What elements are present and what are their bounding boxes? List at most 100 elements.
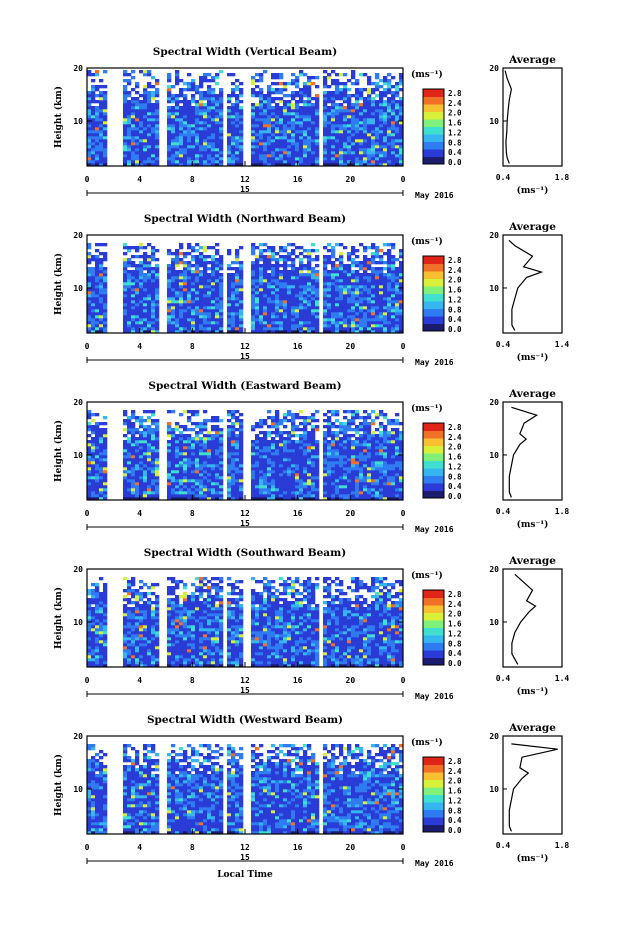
heatmap-cell [235, 273, 240, 277]
heatmap-cell [391, 127, 396, 131]
heatmap-cell [291, 103, 296, 107]
heatmap-cell [339, 258, 344, 262]
heatmap-cell [183, 467, 188, 471]
heatmap-cell [91, 452, 96, 456]
heatmap-cell [367, 88, 372, 92]
heatmap-cell [91, 285, 96, 289]
heatmap-cell [359, 318, 364, 322]
heatmap-cell [303, 276, 308, 280]
heatmap-cell [267, 464, 272, 468]
heatmap-cell [203, 446, 208, 450]
heatmap-cell [375, 291, 380, 295]
heatmap-cell [299, 306, 304, 310]
heatmap-cell [251, 79, 256, 83]
heatmap-cell [175, 434, 180, 438]
heatmap-cell [295, 476, 300, 480]
heatmap-cell [227, 410, 232, 414]
heatmap-cell [343, 106, 348, 110]
heatmap-cell [99, 434, 104, 438]
heatmap-cell [267, 431, 272, 435]
heatmap-cell [151, 309, 156, 313]
heatmap-cell [155, 157, 160, 161]
heatmap-cell [131, 318, 136, 322]
heatmap-cell [251, 449, 256, 453]
heatmap-cell [219, 446, 224, 450]
heatmap-cell [291, 97, 296, 101]
heatmap-cell [291, 440, 296, 444]
heatmap-cell [95, 249, 100, 253]
heatmap-cell [279, 419, 284, 423]
heatmap-cell [183, 324, 188, 328]
heatmap-cell [155, 315, 160, 319]
heatmap-cell [311, 321, 316, 325]
heatmap-cell [283, 151, 288, 155]
heatmap-cell [103, 494, 108, 498]
heatmap-cell [359, 300, 364, 304]
heatmap-cell [195, 470, 200, 474]
heatmap-cell [167, 127, 172, 131]
heatmap-cell [299, 94, 304, 98]
heatmap-cell [171, 97, 176, 101]
heatmap-cell [251, 318, 256, 322]
heatmap-cell [231, 494, 236, 498]
heatmap-cell [391, 115, 396, 119]
heatmap-cell [195, 106, 200, 110]
heatmap-cell [391, 130, 396, 134]
heatmap-cell [131, 103, 136, 107]
heatmap-cell [239, 121, 244, 125]
heatmap-cell [199, 273, 204, 277]
heatmap-cell [399, 124, 404, 128]
heatmap-cell [255, 497, 260, 501]
heatmap-cell [155, 115, 160, 119]
heatmap-cell [183, 148, 188, 152]
heatmap-cell [287, 419, 292, 423]
heatmap-cell [343, 139, 348, 143]
heatmap-cell [235, 464, 240, 468]
heatmap-cell [375, 109, 380, 113]
heatmap-cell [203, 324, 208, 328]
heatmap-cell [267, 455, 272, 459]
heatmap-cell [391, 157, 396, 161]
heatmap-cell [91, 112, 96, 116]
heatmap-cell [339, 318, 344, 322]
heatmap-cell [195, 479, 200, 483]
heatmap-cell [291, 458, 296, 462]
heatmap-cell [215, 300, 220, 304]
heatmap-cell [127, 106, 132, 110]
heatmap-cell [199, 494, 204, 498]
heatmap-cell [359, 142, 364, 146]
heatmap-cell [135, 488, 140, 492]
heatmap-cell [135, 85, 140, 89]
heatmap-cell [271, 425, 276, 429]
heatmap-cell [359, 103, 364, 107]
colorbar-segment [423, 119, 444, 127]
heatmap-cell [295, 482, 300, 486]
heatmap-cell [379, 291, 384, 295]
heatmap-cell [371, 303, 376, 307]
heatmap-cell [95, 491, 100, 495]
heatmap-cell [255, 294, 260, 298]
heatmap-cell [127, 452, 132, 456]
heatmap-cell [95, 273, 100, 277]
heatmap-cell [255, 112, 260, 116]
heatmap-cell [347, 279, 352, 283]
heatmap-cell [347, 145, 352, 149]
heatmap-cell [207, 91, 212, 95]
heatmap-cell [279, 467, 284, 471]
heatmap-cell [179, 157, 184, 161]
heatmap-cell [227, 94, 232, 98]
heatmap-cell [91, 88, 96, 92]
heatmap-cell [203, 285, 208, 289]
heatmap-cell [303, 85, 308, 89]
heatmap-cell [103, 109, 108, 113]
heatmap-cell [291, 291, 296, 295]
heatmap-cell [287, 112, 292, 116]
heatmap-cell [371, 327, 376, 331]
heatmap-cell [387, 270, 392, 274]
heatmap-cell [371, 109, 376, 113]
heatmap-cell [339, 312, 344, 316]
heatmap-cell [195, 300, 200, 304]
heatmap-cell [183, 428, 188, 432]
heatmap-cell [155, 94, 160, 98]
heatmap-cell [275, 139, 280, 143]
